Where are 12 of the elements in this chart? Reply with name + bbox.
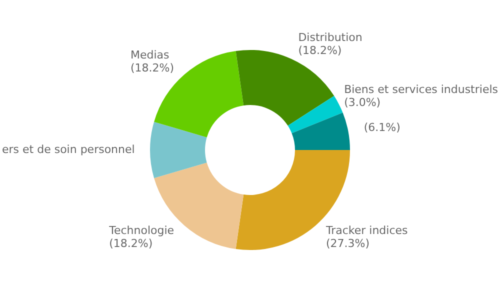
data-label: (3.0%) xyxy=(344,96,381,110)
data-label: (27.3%) xyxy=(326,237,370,250)
slice-label: Medias xyxy=(130,48,170,62)
data-label: (18.2%) xyxy=(130,62,174,75)
slice-label: Distribution xyxy=(298,30,362,44)
slice-label: Tracker indices xyxy=(324,224,408,238)
slice-label: ers et de soin personnel xyxy=(2,142,135,156)
data-label: (6.1%) xyxy=(364,120,400,134)
data-label: (18.2%) xyxy=(109,237,153,250)
slice-label: Biens et services industriels xyxy=(344,83,498,96)
slice-label: Technologie xyxy=(108,224,174,238)
data-label: (18.2%) xyxy=(298,44,342,57)
